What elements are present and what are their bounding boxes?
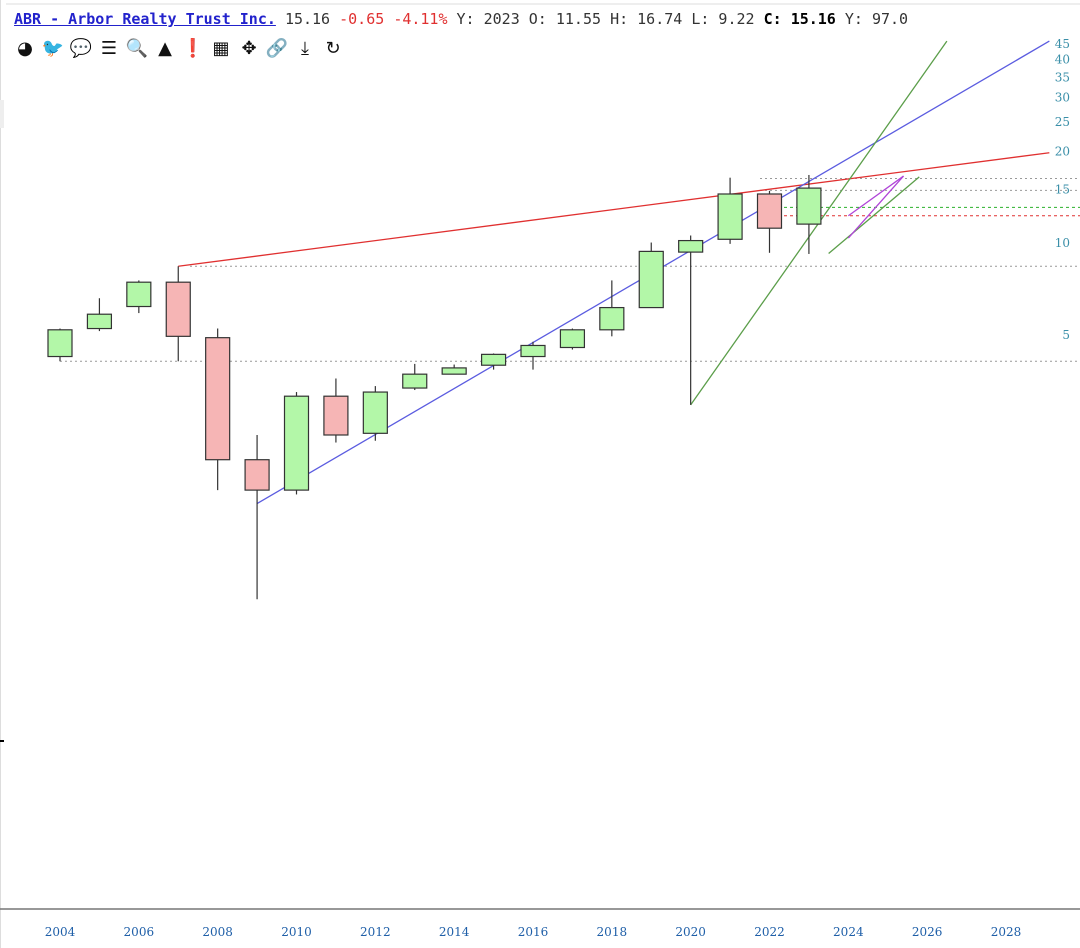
exclamation-icon[interactable]: ❗ xyxy=(181,38,205,59)
y-tick-label: 30 xyxy=(1055,91,1070,105)
low-label: L: 9.22 xyxy=(691,10,755,28)
candle-body xyxy=(362,391,388,434)
candle-body xyxy=(244,459,270,491)
candle-body xyxy=(717,193,743,240)
y-tick-label: 10 xyxy=(1055,236,1070,250)
candle-body xyxy=(599,306,625,331)
y-tick-label: 15 xyxy=(1055,183,1070,197)
x-tick-label: 2028 xyxy=(991,925,1022,939)
x-tick-label: 2018 xyxy=(597,925,628,939)
list-icon[interactable]: ☰ xyxy=(100,38,118,59)
trendline xyxy=(828,176,920,255)
candle-body xyxy=(165,281,191,337)
candle-body xyxy=(559,329,586,349)
y-tick-label: 20 xyxy=(1055,144,1070,158)
download-icon[interactable]: ⤓ xyxy=(301,38,309,59)
candle-body xyxy=(205,337,231,461)
x-tick-label: 2026 xyxy=(912,925,943,939)
x-tick-label: 2010 xyxy=(281,925,312,939)
quote-header: ABR - Arbor Realty Trust Inc. 15.16 -0.6… xyxy=(14,10,908,28)
year-label: Y: 2023 xyxy=(456,10,520,28)
trendline xyxy=(847,175,904,217)
refresh-icon[interactable]: ↻ xyxy=(325,38,341,59)
y-tick-label: 35 xyxy=(1055,70,1070,84)
frame-top-border xyxy=(6,3,1080,5)
frame-left-tab xyxy=(0,100,4,128)
candle-body xyxy=(441,367,467,375)
y-tick-label: 45 xyxy=(1055,37,1070,51)
candle-body xyxy=(678,239,704,253)
x-tick-label: 2004 xyxy=(45,925,76,939)
close-key: C: xyxy=(763,10,782,28)
dashboard-icon[interactable]: ◕ xyxy=(17,38,33,59)
candle-body xyxy=(402,373,428,389)
price-change: -0.65 xyxy=(339,10,385,28)
x-tick-label: 2014 xyxy=(439,925,470,939)
high-label: H: 16.74 xyxy=(610,10,683,28)
candle-body xyxy=(520,344,546,358)
comment-icon[interactable]: 💬 xyxy=(69,38,93,59)
triangle-icon[interactable]: ▲ xyxy=(158,38,172,59)
frame-left-border xyxy=(0,0,1,948)
chart-toolbar: ◕ 🐦 💬 ☰ 🔍 ▲ ❗ ▦ ✥ 🔗 ⤓ ↻ xyxy=(14,38,344,60)
candle-body xyxy=(480,353,507,366)
x-tick-label: 2020 xyxy=(675,925,706,939)
close-value: 15.16 xyxy=(790,10,836,28)
move-icon[interactable]: ✥ xyxy=(241,38,257,59)
x-tick-label: 2022 xyxy=(754,925,785,939)
candle-body xyxy=(47,329,73,358)
candle-body xyxy=(283,395,310,491)
link-icon[interactable]: 🔗 xyxy=(265,38,289,59)
candle-body xyxy=(323,395,349,436)
y-tick-label: 40 xyxy=(1055,53,1070,67)
candle-body xyxy=(796,187,822,225)
search-icon[interactable]: 🔍 xyxy=(125,38,149,59)
candle-body xyxy=(638,250,664,309)
x-tick-label: 2024 xyxy=(833,925,864,939)
y-tick-label: 5 xyxy=(1062,328,1070,342)
trendline xyxy=(847,175,905,239)
last-price: 15.16 xyxy=(284,10,331,28)
price-change-percent: -4.11% xyxy=(393,10,448,28)
trendline xyxy=(178,152,1050,267)
twitter-icon[interactable]: 🐦 xyxy=(41,38,65,59)
open-label: O: 11.55 xyxy=(528,10,602,28)
symbol-link[interactable]: ABR - Arbor Realty Trust Inc. xyxy=(14,10,276,28)
candle-body xyxy=(86,313,113,330)
frame-side-tick xyxy=(0,740,4,742)
x-tick-label: 2012 xyxy=(360,925,391,939)
y-tick-label: 25 xyxy=(1055,115,1070,129)
yield-label: Y: 97.0 xyxy=(844,10,909,28)
x-tick-label: 2008 xyxy=(202,925,233,939)
candle-body xyxy=(126,281,152,308)
calendar-icon[interactable]: ▦ xyxy=(212,38,230,59)
candle-body xyxy=(756,193,783,229)
x-tick-label: 2016 xyxy=(518,925,549,939)
x-tick-label: 2006 xyxy=(124,925,155,939)
